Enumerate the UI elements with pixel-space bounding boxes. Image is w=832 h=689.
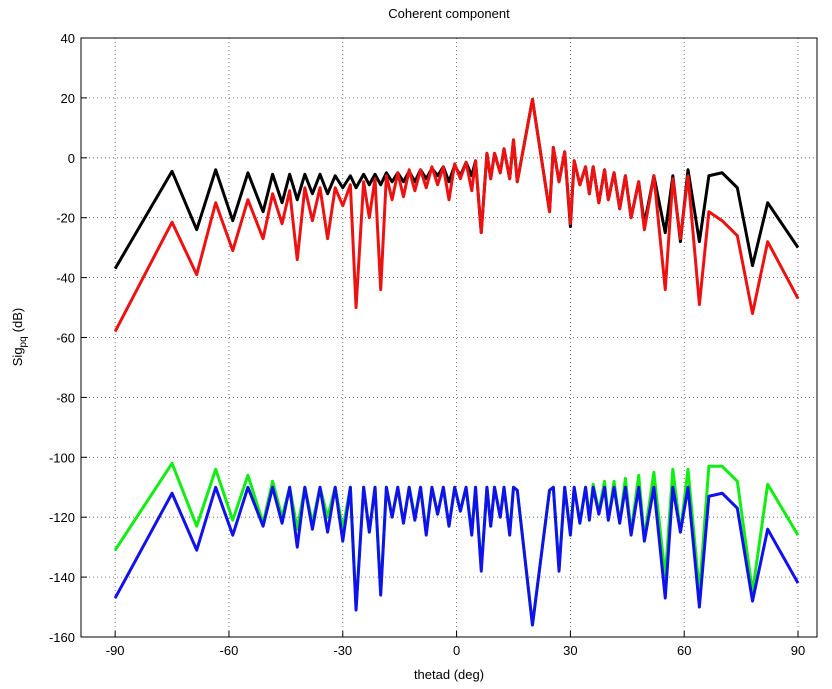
y-tick-label: -120 xyxy=(49,510,75,525)
data-line xyxy=(113,485,800,627)
y-tick-label: -80 xyxy=(56,390,75,405)
x-tick-label: -90 xyxy=(106,643,125,658)
y-tick-label: -100 xyxy=(49,450,75,465)
x-tick-label: -60 xyxy=(220,643,239,658)
x-tick-label: 30 xyxy=(563,643,577,658)
y-axis-label: Sigpq (dB) xyxy=(10,308,29,366)
y-tick-label: 0 xyxy=(68,151,75,166)
x-tick-label: 60 xyxy=(677,643,691,658)
data-line xyxy=(113,97,800,333)
y-tick-label: -40 xyxy=(56,271,75,286)
y-label-unit: (dB) xyxy=(10,308,25,333)
chart-title: Coherent component xyxy=(388,6,510,21)
y-label-main: Sig xyxy=(10,347,25,366)
x-tick-label: 90 xyxy=(791,643,805,658)
y-tick-label: -60 xyxy=(56,331,75,346)
y-tick-label: -140 xyxy=(49,570,75,585)
y-tick-label: 40 xyxy=(61,31,75,46)
x-tick-label: 0 xyxy=(453,643,460,658)
plot-frame xyxy=(80,37,818,638)
y-label-sub: pq xyxy=(18,336,29,347)
y-tick-label: -160 xyxy=(49,630,75,645)
x-tick-label: -30 xyxy=(333,643,352,658)
y-tick-label: 20 xyxy=(61,91,75,106)
x-axis-label: thetad (deg) xyxy=(414,667,484,682)
y-tick-label: -20 xyxy=(56,211,75,226)
